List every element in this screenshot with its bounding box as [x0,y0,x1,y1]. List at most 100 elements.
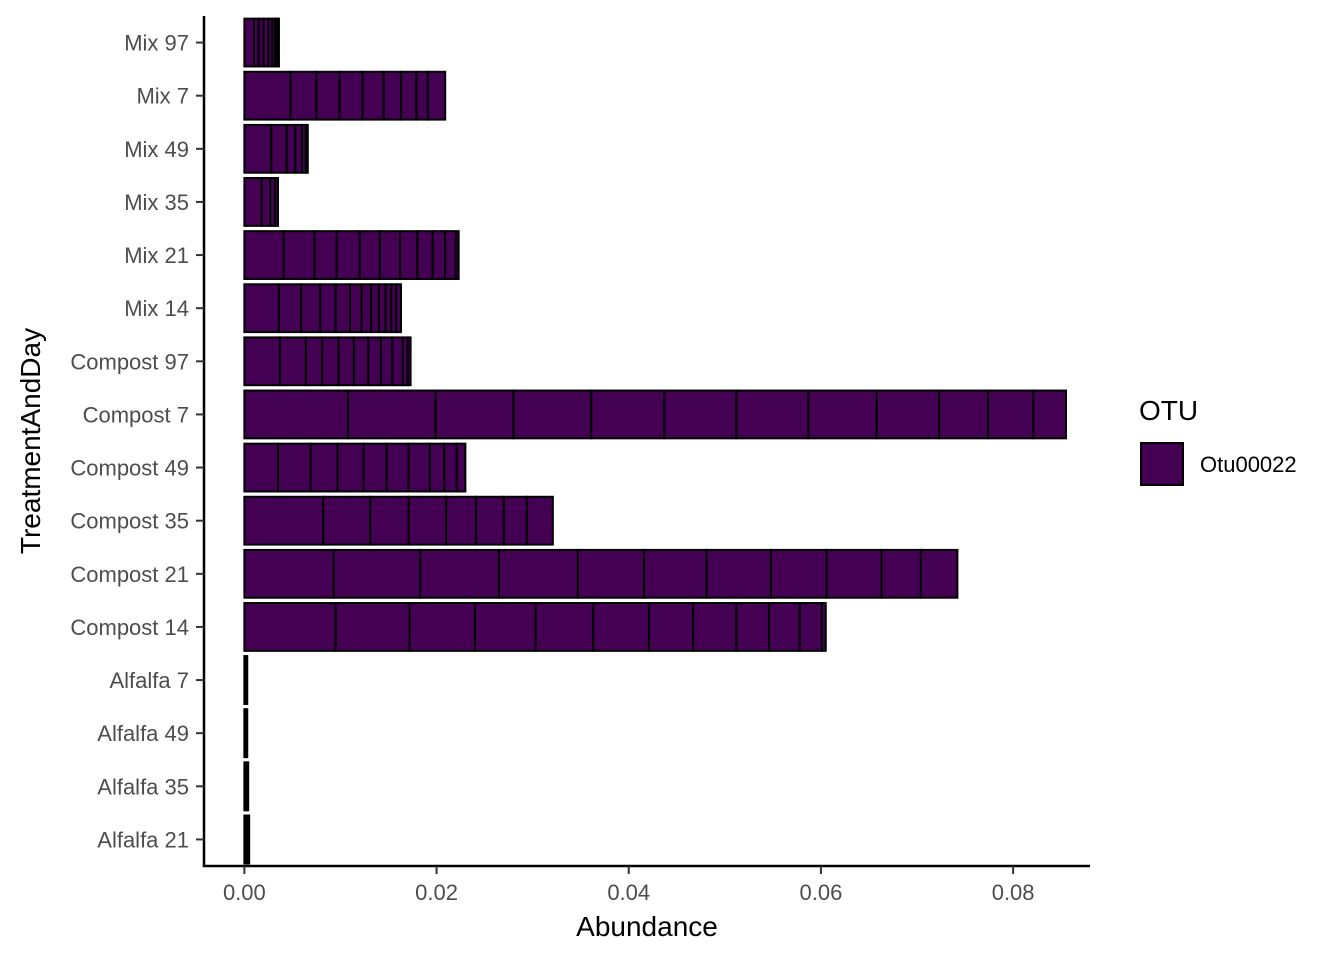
bar-segment-compost-97-11 [406,336,412,387]
bar-segment-mix-97-8 [276,17,280,68]
bar-segment-mix-7-5 [361,70,385,121]
x-axis-title: Abundance [576,911,718,942]
bar-segment-mix-14-7 [360,283,373,334]
bar-segment-mix-14-4 [319,283,337,334]
bar-segment-compost-21-3 [419,548,501,599]
y-tick-label-mix-35: Mix 35 [124,190,189,215]
bar-segment-compost-21-9 [825,548,883,599]
bar-segment-compost-35-4 [407,495,448,546]
bar-segment-mix-49-2 [270,123,288,174]
bar-segment-compost-14-10 [768,602,801,652]
bar-segment-mix-21-5 [358,230,381,280]
bar-segment-compost-49-9 [443,442,458,493]
bar-segment-compost-7-7 [735,389,810,440]
bar-segment-mix-7-8 [415,70,429,121]
bar-segment-alfalfa-49-3 [245,708,249,759]
bar-segment-mix-14-8 [370,283,380,334]
bar-segment-compost-21-8 [769,548,828,599]
axes-layer [202,16,1090,868]
bar-segment-compost-7-9 [875,389,941,440]
bar-segment-mix-7-7 [399,70,418,121]
bar-segment-compost-7-8 [807,389,878,440]
bar-segment-mix-49-6 [304,123,309,174]
bar-segment-compost-14-9 [735,602,771,652]
x-tick-label-5: 0.08 [992,880,1035,905]
bar-segment-compost-35-3 [369,495,410,546]
bar-segment-compost-14-6 [592,602,650,652]
bar-segment-compost-97-5 [337,336,355,387]
bar-segment-mix-21-8 [416,230,434,280]
bar-segment-mix-14-9 [377,283,387,334]
bar-segment-compost-97-8 [379,336,394,387]
bar-segment-compost-35-1 [243,495,325,546]
bar-segment-compost-14-3 [408,602,476,652]
y-tick-label-compost-14: Compost 14 [70,615,189,640]
bar-segment-compost-97-2 [278,336,307,387]
bar-segment-compost-7-1 [243,389,350,440]
x-tick-label-1: 0.00 [223,880,266,905]
bar-segment-mix-21-2 [282,230,316,280]
bar-segment-compost-97-1 [243,336,281,387]
bar-segment-mix-21-11 [454,230,460,280]
legend-title: OTU [1139,395,1198,426]
bar-segment-mix-14-1 [243,283,280,334]
legend-label-otu00022: Otu00022 [1200,452,1297,477]
bar-segment-compost-7-4 [512,389,593,440]
bar-segment-compost-14-2 [334,602,411,652]
y-ticks-layer: Alfalfa 21 Alfalfa 35 Alfalfa 49 Alfalfa 7 C… [70,31,204,852]
bar-segment-compost-35-6 [474,495,505,546]
bar-segment-mix-49-3 [285,123,297,174]
bar-segment-compost-49-1 [243,442,279,493]
bar-segment-compost-21-4 [498,548,579,599]
x-ticks-layer: 0.00 0.02 0.04 0.06 0.08 [223,866,1035,905]
bar-segment-mix-21-9 [431,230,447,280]
bar-segment-compost-7-6 [663,389,738,440]
bar-segment-compost-7-12 [1032,389,1067,440]
bar-segment-mix-35-1 [243,177,263,227]
y-tick-label-mix-97: Mix 97 [124,31,189,56]
bar-segment-mix-14-3 [300,283,322,334]
y-tick-label-compost-7: Compost 7 [83,402,189,427]
bar-segment-mix-14-6 [349,283,363,334]
y-axis-title: TreatmentAndDay [15,328,46,554]
bar-segment-mix-14-5 [334,283,352,334]
bar-segment-compost-21-5 [576,548,646,599]
bar-segment-compost-21-6 [643,548,708,599]
bar-segment-compost-21-11 [919,548,959,599]
bar-segment-mix-21-1 [243,230,285,280]
legend-key-otu00022 [1140,442,1184,486]
bar-segment-mix-21-4 [335,230,361,280]
bar-segment-compost-97-7 [367,336,382,387]
bar-segment-compost-14-12 [820,602,827,652]
bar-segment-compost-35-8 [525,495,554,546]
bar-segment-compost-49-3 [309,442,339,493]
x-tick-label-3: 0.04 [607,880,650,905]
y-tick-label-compost-21: Compost 21 [70,562,189,587]
bar-segment-compost-7-5 [590,389,666,440]
y-tick-label-alfalfa-21: Alfalfa 21 [97,827,189,852]
bar-segment-compost-7-3 [434,389,515,440]
bar-segment-compost-49-5 [362,442,388,493]
y-tick-label-alfalfa-49: Alfalfa 49 [97,721,189,746]
bar-segment-compost-14-1 [243,602,337,652]
bar-segment-compost-35-7 [502,495,528,546]
bar-segment-mix-49-4 [294,123,304,174]
bar-segment-mix-7-9 [426,70,447,121]
bar-segment-compost-97-9 [391,336,404,387]
bar-segment-compost-21-7 [705,548,772,599]
bar-segment-mix-7-6 [382,70,402,121]
bar-segment-mix-21-7 [399,230,419,280]
bar-segment-mix-21-3 [313,230,338,280]
bar-segment-compost-35-2 [322,495,372,546]
bar-segment-compost-49-6 [385,442,410,493]
bar-segment-mix-97-1 [243,17,255,68]
x-tick-label-4: 0.06 [800,880,843,905]
y-tick-label-mix-7: Mix 7 [136,84,189,109]
y-tick-label-mix-49: Mix 49 [124,137,189,162]
bar-segment-mix-14-12 [395,283,402,334]
bar-segment-mix-21-10 [444,230,457,280]
bars-layer [243,17,1067,865]
bar-segment-compost-49-4 [336,442,365,493]
y-tick-label-compost-97: Compost 97 [70,349,189,374]
y-tick-label-alfalfa-35: Alfalfa 35 [97,774,189,799]
